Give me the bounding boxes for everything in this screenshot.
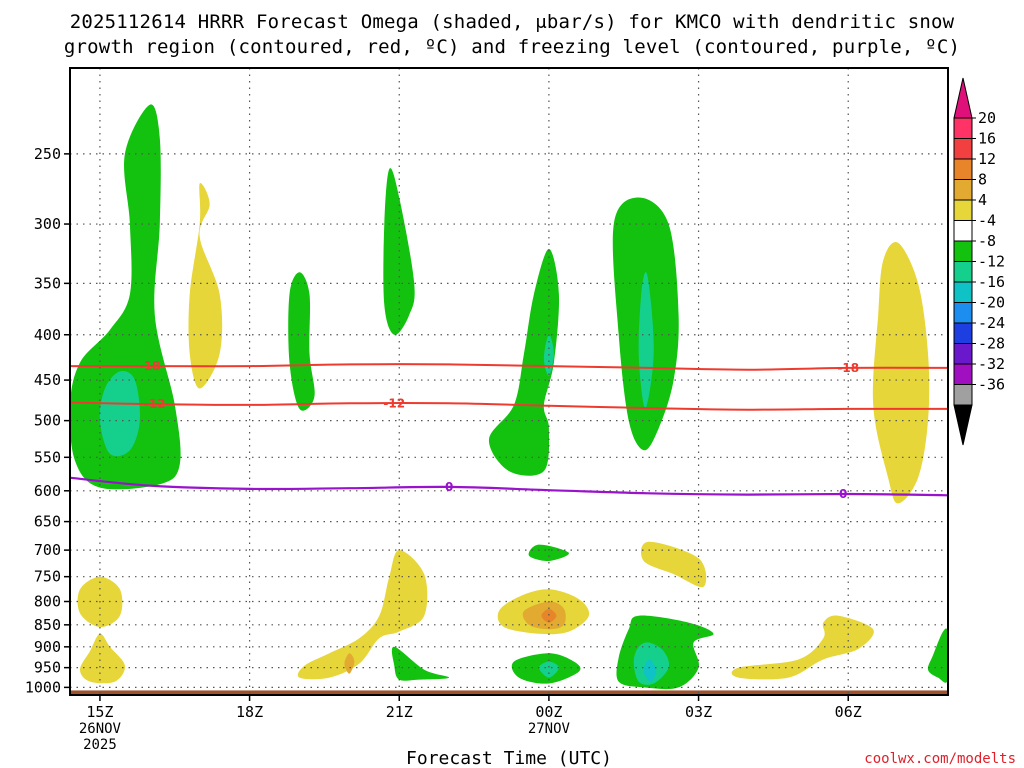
colorbar-label: -4 (978, 212, 996, 230)
omega-region (80, 633, 125, 684)
omega-region (383, 168, 415, 335)
x-tick-date: 27NOV (528, 721, 571, 737)
y-tick-label: 350 (34, 274, 61, 292)
x-tick-label: 15Z (86, 703, 113, 721)
y-tick-label: 600 (34, 482, 61, 500)
omega-region (528, 544, 570, 562)
omega-region (288, 272, 315, 411)
colorbar-label: -32 (978, 355, 1005, 373)
colorbar-bottom-arrow (953, 404, 973, 446)
omega-region (616, 615, 714, 690)
omega-region (643, 659, 657, 682)
colorbar-label: -36 (978, 376, 1005, 394)
colorbar-label: 4 (978, 191, 987, 209)
contour-line (70, 401, 948, 411)
colorbar-swatch (953, 138, 973, 160)
colorbar: 20 16 12 8 4 -4 -8 -12 -16 -20 -24 -28 -32 -36 (953, 77, 1005, 446)
y-tick-label: 1000 (25, 678, 61, 696)
omega-region (99, 370, 140, 457)
omega-region (488, 248, 560, 476)
colorbar-label: 8 (978, 171, 987, 189)
x-tick-year: 2025 (83, 737, 117, 753)
omega-region (541, 608, 557, 623)
colorbar-swatch (953, 240, 973, 262)
omega-region (927, 628, 948, 683)
y-tick-label: 300 (34, 215, 61, 233)
omega-region (344, 653, 355, 674)
colorbar-swatch (953, 384, 973, 406)
colorbar-label: 16 (978, 130, 996, 148)
colorbar-label: -8 (978, 232, 996, 250)
chart-title-line2: growth region (contoured, red, ºC) and f… (64, 36, 960, 58)
colorbar-swatch (953, 199, 973, 221)
colorbar-label: -28 (978, 335, 1005, 353)
colorbar-swatch (953, 261, 973, 283)
omega-region (70, 104, 181, 490)
contour-label: 0 (445, 480, 453, 494)
contour-label: -12 (383, 396, 405, 410)
temperature-contours: -18 -18 -12 -12 0 0 (70, 359, 948, 501)
plot-frame (69, 67, 949, 696)
chart-title-line1: 2025112614 HRRR Forecast Omega (shaded, … (70, 11, 955, 33)
y-tick-label: 800 (34, 593, 61, 611)
y-tick-label: 750 (34, 568, 61, 586)
x-axis-label: Forecast Time (UTC) (406, 748, 612, 768)
colorbar-swatch (953, 158, 973, 180)
omega-region (638, 272, 654, 408)
ground-band (70, 690, 948, 695)
omega-region (640, 541, 707, 588)
colorbar-swatch (953, 363, 973, 385)
colorbar-swatch (953, 117, 973, 139)
y-tick-label: 900 (34, 638, 61, 656)
x-tick-label: 21Z (386, 703, 413, 721)
credit-text: coolwx.com/modelts (864, 751, 1016, 767)
x-tick-date: 26NOV (79, 721, 122, 737)
x-tick-label: 00Z (535, 703, 562, 721)
grid-lines (70, 68, 948, 695)
x-tick-label: 03Z (685, 703, 712, 721)
y-axis-ticks: 250 300 350 400 450 500 550 600 650 700 750 800 850 9… (25, 145, 70, 696)
contour-line (70, 363, 948, 371)
colorbar-label: -24 (978, 314, 1005, 332)
omega-region (538, 661, 559, 678)
y-tick-label: 650 (34, 513, 61, 531)
y-tick-label: 550 (34, 448, 61, 466)
contour-label: -12 (144, 397, 166, 411)
colorbar-label: 20 (978, 109, 996, 127)
contour-label: -18 (139, 359, 161, 373)
contour-label: -18 (837, 361, 859, 375)
y-tick-label: 850 (34, 616, 61, 634)
colorbar-swatch (953, 281, 973, 303)
colorbar-label: -20 (978, 294, 1005, 312)
y-tick-label: 500 (34, 412, 61, 430)
y-tick-label: 700 (34, 541, 61, 559)
omega-shaded-regions (70, 104, 948, 695)
colorbar-swatch (953, 322, 973, 344)
colorbar-swatch (953, 220, 973, 242)
colorbar-swatch (953, 343, 973, 365)
omega-region (872, 241, 930, 504)
omega-region (297, 550, 428, 680)
colorbar-label: -12 (978, 253, 1005, 271)
colorbar-swatch (953, 179, 973, 201)
y-tick-label: 450 (34, 371, 61, 389)
colorbar-top-arrow (953, 77, 973, 119)
omega-region (391, 646, 450, 681)
x-tick-label: 18Z (236, 703, 263, 721)
colorbar-swatch (953, 302, 973, 324)
omega-region (731, 615, 874, 680)
x-tick-label: 06Z (835, 703, 862, 721)
contour-label: 0 (839, 487, 847, 501)
contour-line (70, 476, 948, 497)
y-tick-label: 950 (34, 659, 61, 677)
y-tick-label: 400 (34, 326, 61, 344)
omega-region (188, 183, 223, 389)
colorbar-label: 12 (978, 150, 996, 168)
y-tick-label: 250 (34, 145, 61, 163)
colorbar-label: -16 (978, 273, 1005, 291)
